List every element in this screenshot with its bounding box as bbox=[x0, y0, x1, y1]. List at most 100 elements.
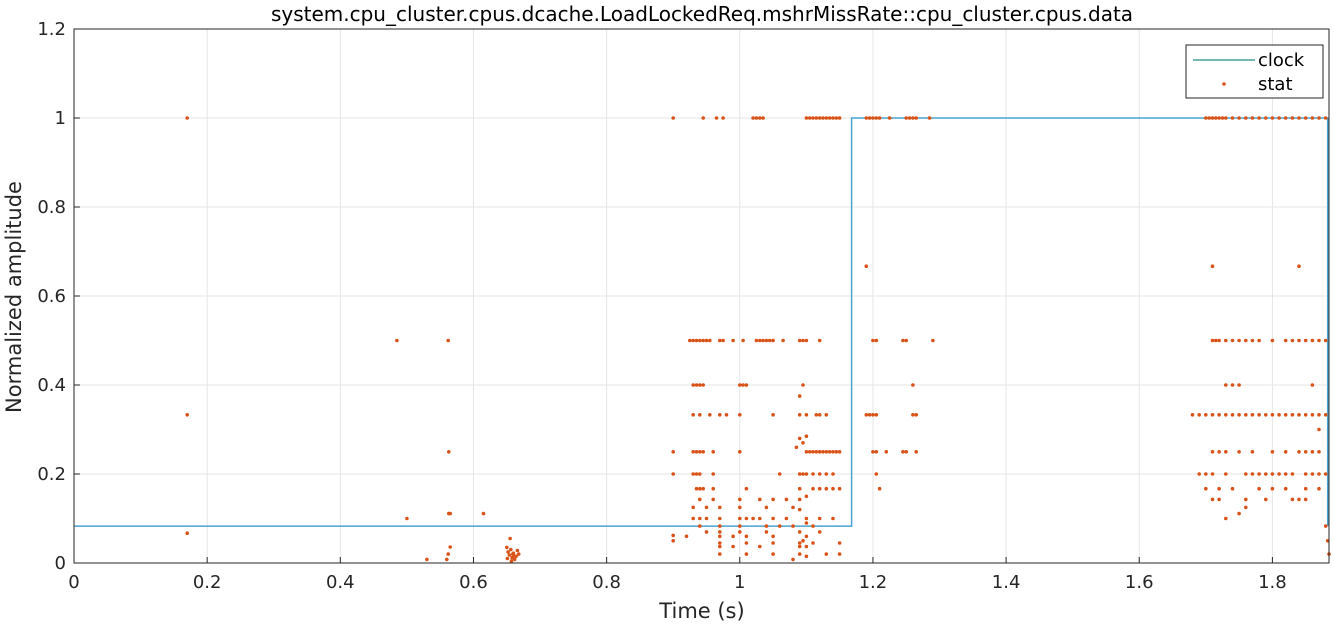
stat-point bbox=[691, 338, 695, 343]
stat-point bbox=[1230, 383, 1235, 387]
stat-point bbox=[901, 338, 905, 343]
stat-point bbox=[744, 541, 749, 545]
stat-point bbox=[1257, 472, 1261, 476]
stat-point bbox=[771, 338, 775, 343]
stat-point bbox=[797, 530, 802, 534]
stat-point bbox=[871, 413, 875, 417]
stat-point bbox=[907, 116, 912, 120]
stat-point bbox=[1297, 497, 1301, 502]
stat-point bbox=[824, 450, 829, 454]
stat-point bbox=[791, 524, 795, 528]
stat-point bbox=[874, 338, 879, 343]
stat-point bbox=[1290, 338, 1295, 343]
x-tick-label: 1.4 bbox=[992, 572, 1021, 593]
stat-point bbox=[814, 116, 819, 120]
stat-point bbox=[824, 486, 829, 491]
stat-point bbox=[1217, 413, 1221, 417]
stat-point bbox=[1257, 486, 1261, 491]
stat-point bbox=[718, 534, 722, 539]
stat-point bbox=[1224, 450, 1228, 454]
stat-point bbox=[761, 116, 765, 120]
stat-point bbox=[1244, 472, 1248, 476]
stat-point bbox=[1323, 413, 1328, 417]
stat-point bbox=[814, 413, 819, 417]
stat-point bbox=[425, 557, 429, 562]
stat-point bbox=[1210, 472, 1215, 476]
stat-point bbox=[721, 338, 725, 343]
stat-point bbox=[784, 516, 789, 521]
stat-point bbox=[804, 521, 809, 525]
stat-point bbox=[1204, 116, 1208, 120]
stat-point bbox=[927, 116, 932, 120]
clock-line bbox=[74, 117, 1329, 527]
stat-point bbox=[671, 116, 675, 120]
stat-point bbox=[698, 413, 702, 417]
stat-point bbox=[801, 338, 805, 343]
stat-point bbox=[446, 338, 451, 343]
stat-point bbox=[738, 450, 742, 454]
stat-point bbox=[914, 413, 918, 417]
stat-point bbox=[874, 116, 879, 120]
stat-point bbox=[1217, 116, 1221, 120]
stat-point bbox=[509, 547, 513, 552]
stat-point bbox=[1270, 450, 1275, 454]
stat-point bbox=[794, 445, 799, 450]
stat-point bbox=[804, 544, 809, 549]
stat-point bbox=[1250, 116, 1255, 120]
stat-point bbox=[824, 413, 829, 417]
stat-point bbox=[1310, 472, 1315, 476]
stat-point bbox=[694, 450, 699, 454]
stat-point bbox=[1210, 497, 1215, 502]
stat-point bbox=[507, 553, 512, 557]
stat-point bbox=[691, 472, 695, 476]
stat-point bbox=[1270, 486, 1275, 491]
stat-point bbox=[827, 116, 832, 120]
stat-point bbox=[931, 338, 935, 343]
stat-point bbox=[698, 524, 702, 528]
stat-point bbox=[1210, 450, 1215, 454]
stat-point bbox=[1224, 472, 1228, 476]
x-tick-label: 1.2 bbox=[859, 572, 888, 593]
stat-point bbox=[515, 548, 520, 553]
stat-point bbox=[738, 383, 742, 387]
stat-point bbox=[887, 116, 892, 120]
stat-point bbox=[1323, 116, 1328, 120]
stat-point bbox=[831, 516, 835, 521]
y-tick-label: 0.8 bbox=[37, 197, 66, 218]
stat-point bbox=[718, 338, 722, 343]
stat-point bbox=[1290, 413, 1295, 417]
stat-point bbox=[777, 524, 782, 528]
stat-point bbox=[505, 556, 510, 561]
stat-point bbox=[694, 338, 699, 343]
stat-point bbox=[1257, 116, 1261, 120]
stat-point bbox=[1204, 413, 1208, 417]
stat-point bbox=[718, 530, 722, 534]
stat-point bbox=[1264, 497, 1268, 502]
stat-point bbox=[1230, 338, 1235, 343]
stat-point bbox=[1244, 497, 1248, 502]
stat-point bbox=[704, 516, 709, 521]
stat-point bbox=[1210, 264, 1215, 269]
stat-point bbox=[758, 544, 762, 549]
stat-point bbox=[764, 505, 769, 510]
stat-point bbox=[797, 552, 802, 556]
stat-point bbox=[837, 541, 842, 545]
stat-point bbox=[698, 383, 702, 387]
stat-point bbox=[738, 505, 742, 510]
stat-point bbox=[797, 497, 802, 502]
stat-point bbox=[671, 472, 675, 476]
y-axis: 0 0.2 0.4 0.6 0.8 1 1.2 bbox=[37, 19, 80, 574]
stat-point bbox=[804, 116, 809, 120]
stat-point bbox=[701, 486, 705, 491]
stat-point bbox=[911, 116, 915, 120]
x-tick-label: 0.2 bbox=[193, 572, 222, 593]
stat-point bbox=[698, 516, 702, 521]
x-tick-label: 0.8 bbox=[592, 572, 621, 593]
stat-point bbox=[1310, 413, 1315, 417]
stat-point bbox=[824, 116, 829, 120]
stat-point bbox=[791, 505, 795, 510]
stat-point bbox=[1210, 116, 1215, 120]
stat-point bbox=[1303, 486, 1308, 491]
x-axis: 0 0.2 0.4 0.6 0.8 1 1.2 1.4 1.6 1.8 bbox=[68, 557, 1287, 593]
stat-point bbox=[448, 511, 453, 516]
